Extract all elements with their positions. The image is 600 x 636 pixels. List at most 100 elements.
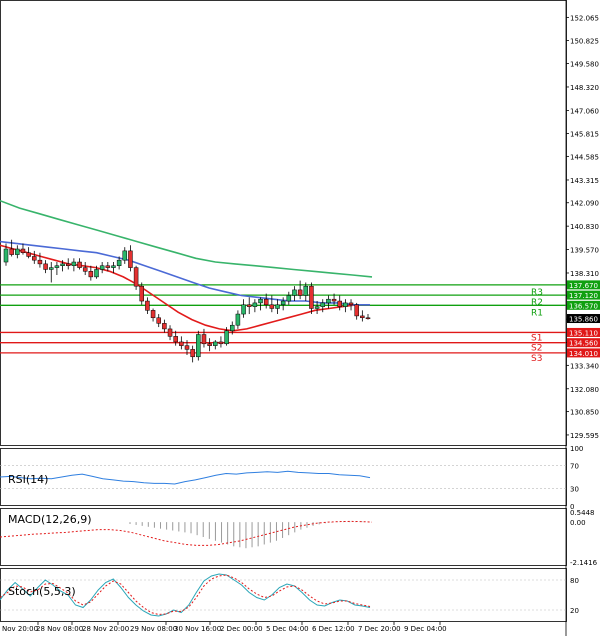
candle-body xyxy=(269,304,275,309)
pivot-label-s3: S3 xyxy=(531,354,542,364)
candle-body xyxy=(99,265,105,270)
moving-average-line xyxy=(0,240,370,306)
candle-body xyxy=(292,289,297,296)
panel-labels: RSI(14) MACD(12,26,9) Stoch(5,5,3) xyxy=(8,473,92,598)
time-tick-label: 29 Nov 08:00 xyxy=(130,625,177,633)
candle-body xyxy=(54,265,60,268)
candle-body xyxy=(111,265,116,268)
price-tick-label: 138.310 xyxy=(570,270,599,278)
time-tick-label: 6 Dec 12:00 xyxy=(312,625,355,633)
rsi-tick-label: 0 xyxy=(570,503,574,511)
candle-body xyxy=(360,315,365,319)
pivot-value-s2: 134.560 xyxy=(569,340,598,348)
candle-body xyxy=(235,313,241,326)
pivot-value-box xyxy=(567,338,600,348)
pivot-value-r2: 137.120 xyxy=(569,292,598,300)
price-tick-label: 147.060 xyxy=(570,107,599,115)
price-tick-label: 148.320 xyxy=(570,84,599,92)
current-price-box xyxy=(567,314,600,324)
candle-body xyxy=(65,263,71,266)
time-tick-label: 7 Dec 20:00 xyxy=(358,625,401,633)
time-tick-label: 30 Nov 16:00 xyxy=(174,625,221,633)
rsi-line xyxy=(0,470,371,485)
candle-body xyxy=(49,267,54,270)
candle-body xyxy=(139,285,144,302)
candle-body xyxy=(280,300,286,306)
price-tick-label: 130.850 xyxy=(570,409,599,417)
candle-body xyxy=(196,334,201,358)
candle-body xyxy=(230,324,235,332)
candle-body xyxy=(343,302,348,307)
panel-frame-3 xyxy=(0,568,567,622)
candle-body xyxy=(116,259,122,266)
price-tick-label: 152.065 xyxy=(570,14,599,22)
candle-body xyxy=(314,306,320,309)
macd-tick-label: -2.1416 xyxy=(570,559,598,567)
candle-body xyxy=(348,302,354,306)
pivot-value-r3: 137.670 xyxy=(569,282,598,290)
candle-body xyxy=(286,295,292,302)
panel-frame-0 xyxy=(0,0,567,446)
price-tick-label: 129.595 xyxy=(570,432,599,440)
price-tick-label: 149.580 xyxy=(570,61,599,69)
candle-body xyxy=(246,304,252,307)
rsi-tick-label: 100 xyxy=(570,445,583,453)
candle-body xyxy=(20,248,26,253)
price-tick-label: 142.090 xyxy=(570,200,599,208)
candle-body xyxy=(128,250,133,268)
candle-body xyxy=(156,317,161,324)
candle-body xyxy=(26,252,31,257)
price-tick-label: 140.830 xyxy=(570,223,599,231)
price-tick-label: 133.340 xyxy=(570,362,599,370)
candle-body xyxy=(303,285,309,296)
candles xyxy=(3,239,371,363)
candle-body xyxy=(263,298,269,306)
candle-body xyxy=(9,248,14,255)
pivot-value-box xyxy=(567,348,600,358)
rsi-panel xyxy=(0,465,566,489)
pivot-value-box xyxy=(567,290,600,300)
time-tick-label: Nov 20:00 xyxy=(2,625,38,633)
stoch-panel xyxy=(0,573,566,617)
time-tick-label: 28 Nov 20:00 xyxy=(82,625,129,633)
pivot-label-s2: S2 xyxy=(531,344,542,354)
pivot-value-box xyxy=(567,280,600,290)
price-tick-label: 143.315 xyxy=(570,177,599,185)
time-tick-label: 28 Nov 08:00 xyxy=(36,625,83,633)
macd-tick-label: 0.00 xyxy=(570,519,586,527)
stoch-tick-label: 80 xyxy=(570,577,579,585)
current-price-label: 135.860 xyxy=(569,316,598,324)
pivot-value-s1: 135.110 xyxy=(569,329,598,337)
candle-body xyxy=(241,304,246,315)
candle-body xyxy=(207,343,212,346)
candle-body xyxy=(15,248,20,255)
candle-body xyxy=(190,349,195,358)
candle-body xyxy=(331,298,337,302)
candle-body xyxy=(88,271,94,278)
pivot-label-r2: R2 xyxy=(531,298,543,308)
candle-body xyxy=(32,256,37,261)
candle-body xyxy=(150,310,156,319)
pivot-value-s3: 134.010 xyxy=(569,350,598,358)
candle-body xyxy=(218,341,224,345)
candle-body xyxy=(94,269,99,278)
stoch-label: Stoch(5,5,3) xyxy=(8,585,76,598)
macd-panel xyxy=(0,520,373,549)
price-axis: 152.065 150.825 149.580 148.320 147.060 145.8… xyxy=(566,14,600,615)
pivot-value-box xyxy=(567,327,600,337)
candle-body xyxy=(77,261,82,268)
candle-body xyxy=(184,345,190,350)
candle-body xyxy=(122,250,128,261)
price-tick-label: 145.815 xyxy=(570,131,599,139)
candle-body xyxy=(337,300,342,307)
pivot-label-s1: S1 xyxy=(531,333,542,343)
candle-body xyxy=(320,302,325,307)
candle-body xyxy=(37,259,43,265)
candle-body xyxy=(326,298,331,304)
stoch-tick-label: 20 xyxy=(570,607,579,615)
candle-body xyxy=(3,248,9,263)
candle-body xyxy=(252,302,258,307)
moving-average-line xyxy=(0,244,370,332)
